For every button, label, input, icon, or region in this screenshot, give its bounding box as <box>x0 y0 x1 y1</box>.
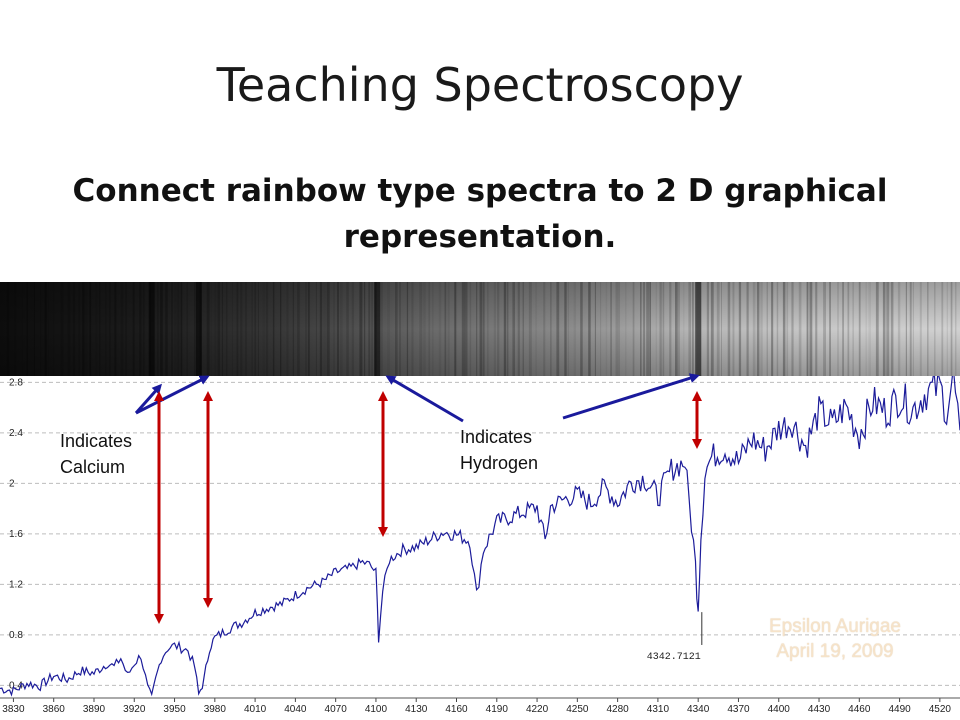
x-tick-label: 4250 <box>566 704 589 715</box>
x-tick-label: 4130 <box>405 704 428 715</box>
spectrum-strip <box>0 282 960 376</box>
x-tick-label: 4430 <box>808 704 831 715</box>
calcium-label-line2: Calcium <box>60 457 126 477</box>
x-tick-label: 4490 <box>888 704 911 715</box>
calcium-label: Indicates Calcium <box>60 428 132 480</box>
x-tick-label: 4220 <box>526 704 549 715</box>
x-tick-label: 4340 <box>687 704 710 715</box>
watermark-line1: Epsilon Aurigae <box>768 616 902 637</box>
x-tick-label: 3980 <box>204 704 227 715</box>
x-tick-label: 4370 <box>727 704 750 715</box>
x-tick-label: 4100 <box>365 704 388 715</box>
x-tick-label: 3830 <box>2 704 25 715</box>
x-tick-label: 4460 <box>848 704 871 715</box>
y-tick-label: 2.8 <box>9 377 23 388</box>
hydrogen-label-line2: Hydrogen <box>460 453 539 473</box>
x-tick-label: 4280 <box>606 704 629 715</box>
slide-subtitle: Connect rainbow type spectra to 2 D grap… <box>72 173 888 255</box>
x-tick-label: 4400 <box>768 704 791 715</box>
line-marker-label: 4342.7121 <box>647 652 701 663</box>
calcium-label-line1: Indicates <box>60 431 133 451</box>
x-tick-label: 4160 <box>445 704 468 715</box>
y-axis: 0.4 0.8 1.2 1.6 2 2.4 2.8 <box>9 377 23 691</box>
x-tick-label: 3890 <box>83 704 106 715</box>
x-tick-label: 4520 <box>929 704 952 715</box>
y-tick-label: 0.4 <box>9 680 23 691</box>
x-tick-label: 4190 <box>486 704 509 715</box>
x-tick-label: 3950 <box>163 704 186 715</box>
y-tick-label: 2 <box>9 478 15 489</box>
hydrogen-label: Indicates Hydrogen <box>460 424 538 476</box>
x-tick-label: 4310 <box>647 704 670 715</box>
x-tick-label: 4040 <box>284 704 307 715</box>
x-tick-label: 3860 <box>43 704 66 715</box>
x-tick-label: 4010 <box>244 704 267 715</box>
y-tick-label: 1.6 <box>9 529 23 540</box>
spectrum-series-line <box>0 376 960 697</box>
watermark: Epsilon Aurigae April 19, 2009 <box>730 614 940 664</box>
plot-grid <box>0 381 960 686</box>
slide-title: Teaching Spectroscopy <box>216 58 744 112</box>
watermark-line2: April 19, 2009 <box>776 641 894 662</box>
x-axis: 3830 3860 3890 3920 3950 3980 4010 4040 4070 4100… <box>0 697 960 715</box>
y-tick-label: 1.2 <box>9 579 23 590</box>
y-tick-label: 2.4 <box>9 428 23 439</box>
x-tick-label: 3920 <box>123 704 146 715</box>
x-tick-label: 4070 <box>325 704 348 715</box>
y-tick-label: 0.8 <box>9 630 23 641</box>
hydrogen-label-line1: Indicates <box>460 427 533 447</box>
